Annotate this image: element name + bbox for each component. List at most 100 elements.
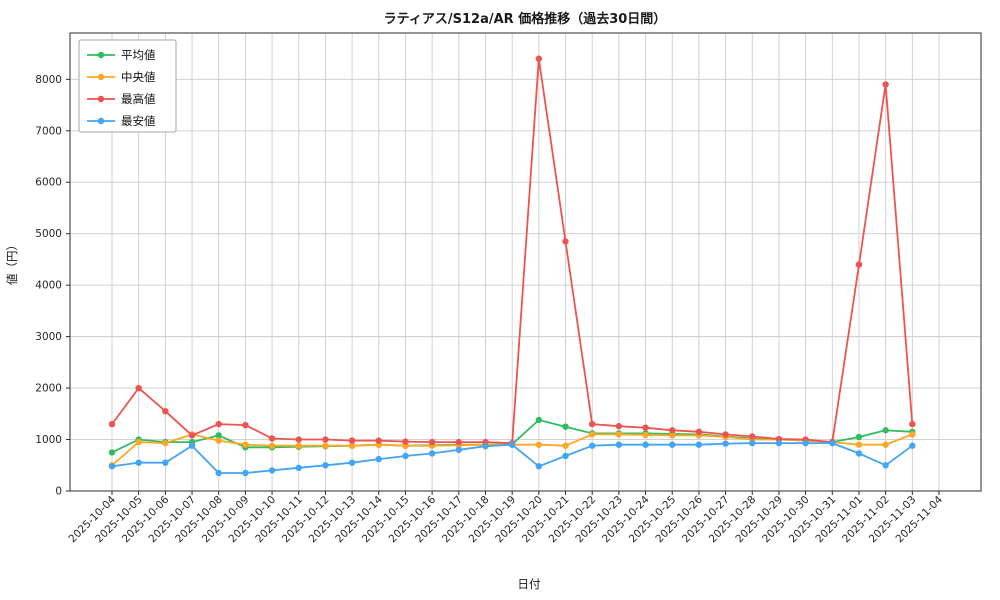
series-marker-median <box>348 442 356 449</box>
series-marker-min <box>402 452 409 460</box>
series-marker-average <box>855 433 863 441</box>
series-marker-min <box>482 443 489 450</box>
series-marker-min <box>722 440 729 447</box>
series-marker-min <box>588 442 596 449</box>
series-marker-min <box>775 439 783 447</box>
series-marker-max <box>455 438 463 446</box>
series-marker-max <box>162 408 169 415</box>
series-marker-min <box>855 450 863 457</box>
series-marker-max <box>242 421 249 429</box>
series-marker-max <box>882 81 889 88</box>
series-marker-min <box>348 459 356 466</box>
series-marker-median <box>588 431 596 438</box>
series-marker-max <box>642 424 649 431</box>
series-marker-max <box>855 261 863 268</box>
series-marker-max <box>375 437 382 444</box>
series-marker-median <box>135 438 142 446</box>
series-marker-min <box>268 467 276 474</box>
series-marker-max <box>749 433 756 440</box>
series-marker-max <box>562 238 569 245</box>
series-marker-average <box>535 416 543 424</box>
series-marker-max <box>268 435 276 442</box>
y-tick-label: 0 <box>55 486 62 498</box>
series-marker-median <box>642 431 649 439</box>
series-marker-min <box>428 450 436 457</box>
x-axis-label: 日付 <box>518 577 541 591</box>
series-marker-min <box>882 462 889 469</box>
series-marker-max <box>722 431 729 438</box>
series-marker-min <box>802 439 809 447</box>
series-marker-min <box>829 439 836 447</box>
series-marker-min <box>695 441 703 448</box>
legend-box <box>78 39 177 133</box>
series-marker-median <box>615 431 623 438</box>
series-marker-median <box>535 441 543 448</box>
series-marker-min <box>749 439 756 447</box>
series-marker-min <box>909 442 916 449</box>
y-tick-label: 2000 <box>35 383 62 395</box>
legend-label-min: 最安値 <box>121 114 156 128</box>
series-marker-median <box>322 442 329 449</box>
series-marker-min <box>162 459 169 466</box>
series-marker-max <box>615 422 623 430</box>
series-marker-max <box>215 420 222 428</box>
chart-layers: 0100020003000400050006000700080002025-10… <box>35 32 982 545</box>
series-marker-median <box>562 442 569 449</box>
y-tick-label: 5000 <box>35 228 62 240</box>
series-marker-min <box>455 446 463 454</box>
series-marker-median <box>268 442 276 449</box>
series-marker-median <box>162 439 169 447</box>
series-marker-max <box>108 420 116 428</box>
legend-marker-min <box>97 117 105 125</box>
series-marker-max <box>402 438 409 445</box>
y-tick-label: 1000 <box>35 434 62 446</box>
series-marker-min <box>615 441 623 448</box>
series-marker-max <box>135 384 142 392</box>
plot-border <box>69 32 982 492</box>
series-marker-median <box>215 437 222 444</box>
series-marker-max <box>188 432 196 439</box>
series-marker-max <box>322 436 329 443</box>
legend-label-median: 中央値 <box>121 70 156 84</box>
series-marker-median <box>295 442 302 449</box>
series-marker-median <box>242 441 249 448</box>
series-marker-average <box>108 449 116 456</box>
series-marker-max <box>535 55 543 62</box>
series-marker-min <box>562 452 569 460</box>
series-marker-average <box>882 427 889 434</box>
y-tick-label: 7000 <box>35 125 62 137</box>
series-marker-min <box>508 441 516 448</box>
series-marker-max <box>669 427 676 434</box>
series-marker-min <box>215 469 222 477</box>
series-marker-max <box>695 428 703 436</box>
series-marker-min <box>242 469 249 477</box>
series-marker-max <box>588 420 596 428</box>
series-marker-min <box>188 442 196 449</box>
series-marker-max <box>295 436 302 443</box>
y-axis-label: 値（円） <box>5 239 19 285</box>
series-marker-max <box>348 437 356 444</box>
series-marker-max <box>428 438 436 446</box>
series-marker-median <box>882 441 889 448</box>
y-tick-label: 4000 <box>35 280 62 292</box>
series-marker-min <box>375 455 382 463</box>
legend-marker-max <box>97 95 105 103</box>
series-marker-median <box>855 441 863 448</box>
series-marker-average <box>215 432 222 439</box>
series-marker-min <box>295 464 302 472</box>
legend-label-max: 最高値 <box>121 92 156 106</box>
series-marker-median <box>669 432 676 439</box>
series-marker-average <box>562 423 569 430</box>
y-tick-label: 8000 <box>35 74 62 86</box>
series-marker-min <box>322 462 329 469</box>
series-marker-max <box>909 420 916 428</box>
series-marker-min <box>642 441 649 448</box>
series-marker-min <box>535 463 543 470</box>
legend-marker-median <box>97 73 105 81</box>
series-marker-min <box>669 441 676 448</box>
y-tick-label: 3000 <box>35 331 62 343</box>
series-marker-median <box>909 431 916 438</box>
series-marker-min <box>108 463 116 470</box>
